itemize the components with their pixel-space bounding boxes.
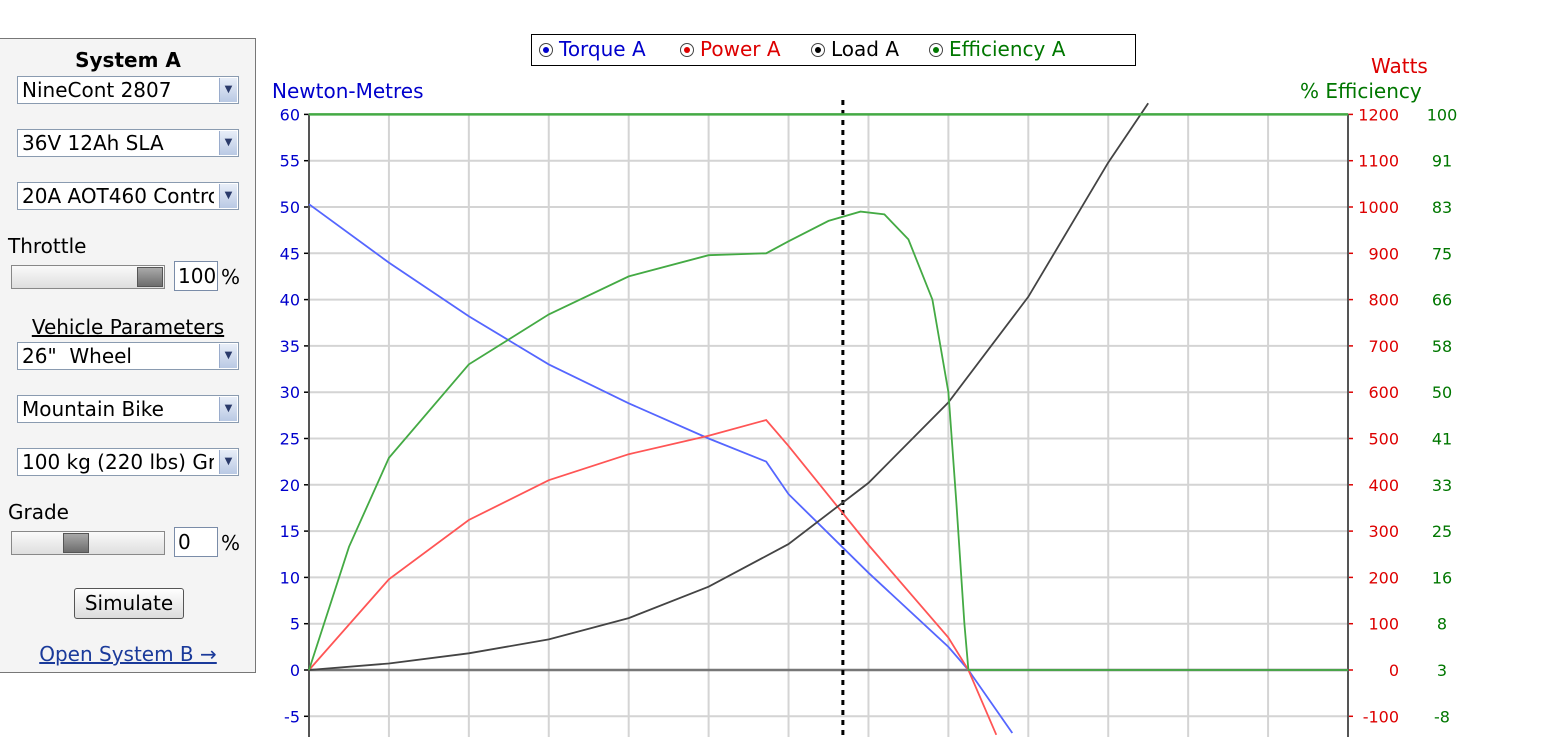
load-line bbox=[308, 102, 1149, 671]
controller-select[interactable]: 20A AOT460 Controller ▼ bbox=[17, 182, 239, 210]
y-left-tick-label: 20 bbox=[280, 476, 300, 495]
wheel-select-value: 26" Wheel bbox=[22, 344, 132, 368]
y-left-tick-label: -5 bbox=[284, 707, 300, 726]
grade-input[interactable]: 0 bbox=[174, 527, 218, 557]
legend-item-load[interactable]: Load A bbox=[811, 37, 899, 61]
weight-select-value: 100 kg (220 lbs) Gross bbox=[22, 450, 214, 474]
y-right-efficiency-tick-label: -8 bbox=[1434, 707, 1450, 726]
power-line bbox=[308, 418, 998, 736]
y-left-tick-label: 50 bbox=[280, 198, 300, 217]
motor-select[interactable]: NineCont 2807 ▼ bbox=[17, 76, 239, 104]
vehicle-parameters-heading: Vehicle Parameters bbox=[31, 315, 225, 339]
y-right-watts-tick-label: 300 bbox=[1368, 522, 1399, 541]
grade-label: Grade bbox=[8, 500, 69, 524]
y-right-efficiency-tick-label: 83 bbox=[1432, 198, 1452, 217]
battery-select[interactable]: 36V 12Ah SLA ▼ bbox=[17, 129, 239, 157]
y-left-tick-label: 55 bbox=[280, 152, 300, 171]
throttle-percent-sign: % bbox=[221, 265, 241, 289]
y-right-efficiency-tick-label: 58 bbox=[1432, 337, 1452, 356]
y-right-watts-tick-label: 900 bbox=[1368, 244, 1399, 263]
y-right-efficiency-tick-label: 8 bbox=[1437, 615, 1447, 634]
radio-icon[interactable] bbox=[539, 43, 553, 57]
chevron-down-icon[interactable]: ▼ bbox=[219, 344, 237, 368]
efficiency-line bbox=[308, 210, 1348, 671]
y-right-efficiency-tick-label: 50 bbox=[1432, 383, 1452, 402]
y-left-tick-label: 30 bbox=[280, 383, 300, 402]
y-right-watts-tick-label: 100 bbox=[1368, 615, 1399, 634]
y-right-watts-tick-label: 0 bbox=[1389, 661, 1399, 680]
y-right-watts-tick-label: 1200 bbox=[1358, 105, 1399, 124]
vehicle-select-value: Mountain Bike bbox=[22, 397, 164, 421]
chart-legend: Torque A Power A Load A Efficiency A bbox=[531, 34, 1136, 66]
y-right-efficiency-tick-label: 66 bbox=[1432, 291, 1452, 310]
legend-label-torque: Torque A bbox=[559, 37, 646, 61]
y-right-watts-label: Watts bbox=[1371, 54, 1428, 78]
y-right-efficiency-tick-label: 3 bbox=[1437, 661, 1447, 680]
y-left-tick-label: 15 bbox=[280, 522, 300, 541]
panel-title: System A bbox=[75, 48, 181, 72]
radio-icon[interactable] bbox=[680, 43, 694, 57]
radio-icon[interactable] bbox=[811, 43, 825, 57]
throttle-label: Throttle bbox=[8, 234, 87, 258]
y-right-efficiency-tick-label: 16 bbox=[1432, 568, 1452, 587]
y-left-tick-label: 45 bbox=[280, 244, 300, 263]
y-left-tick-label: 60 bbox=[280, 105, 300, 124]
legend-label-load: Load A bbox=[831, 37, 900, 61]
open-system-b-link[interactable]: Open System B → bbox=[39, 642, 217, 666]
system-a-panel: System A NineCont 2807 ▼ 36V 12Ah SLA ▼ … bbox=[0, 38, 256, 673]
y-right-watts-tick-label: 600 bbox=[1368, 383, 1399, 402]
weight-select[interactable]: 100 kg (220 lbs) Gross ▼ bbox=[17, 448, 239, 476]
y-right-watts-tick-label: 1000 bbox=[1358, 198, 1399, 217]
y-right-watts-tick-label: 400 bbox=[1368, 476, 1399, 495]
y-left-tick-label: 10 bbox=[280, 568, 300, 587]
grade-percent-sign: % bbox=[221, 531, 241, 555]
y-right-watts-tick-label: -100 bbox=[1363, 707, 1399, 726]
legend-item-torque[interactable]: Torque A bbox=[539, 37, 646, 61]
y-left-tick-label: 0 bbox=[290, 661, 300, 680]
y-right-watts-tick-label: 1100 bbox=[1358, 152, 1399, 171]
chevron-down-icon[interactable]: ▼ bbox=[219, 131, 237, 155]
y-right-efficiency-label: % Efficiency bbox=[1300, 79, 1422, 103]
grade-slider-thumb[interactable] bbox=[62, 533, 89, 553]
grade-slider[interactable] bbox=[11, 531, 165, 555]
simulate-button[interactable]: Simulate bbox=[74, 588, 184, 619]
y-left-tick-label: 5 bbox=[290, 615, 300, 634]
chevron-down-icon[interactable]: ▼ bbox=[219, 397, 237, 421]
chevron-down-icon[interactable]: ▼ bbox=[219, 450, 237, 474]
y-left-tick-label: 40 bbox=[280, 291, 300, 310]
vehicle-select[interactable]: Mountain Bike ▼ bbox=[17, 395, 239, 423]
wheel-select[interactable]: 26" Wheel ▼ bbox=[17, 342, 239, 370]
legend-label-efficiency: Efficiency A bbox=[949, 37, 1066, 61]
y-right-efficiency-tick-label: 100 bbox=[1427, 105, 1458, 124]
y-right-watts-tick-label: 200 bbox=[1368, 568, 1399, 587]
y-right-watts-tick-label: 700 bbox=[1368, 337, 1399, 356]
chevron-down-icon[interactable]: ▼ bbox=[219, 78, 237, 102]
y-right-efficiency-tick-label: 25 bbox=[1432, 522, 1452, 541]
y-left-axis-label: Newton-Metres bbox=[272, 79, 424, 103]
controller-select-value: 20A AOT460 Controller bbox=[22, 184, 214, 208]
chevron-down-icon[interactable]: ▼ bbox=[219, 184, 237, 208]
y-right-watts-tick-label: 800 bbox=[1368, 291, 1399, 310]
motor-select-value: NineCont 2807 bbox=[22, 78, 172, 102]
legend-item-efficiency[interactable]: Efficiency A bbox=[929, 37, 1065, 61]
throttle-slider[interactable] bbox=[11, 265, 165, 289]
y-left-tick-label: 35 bbox=[280, 337, 300, 356]
y-right-watts-tick-label: 500 bbox=[1368, 430, 1399, 449]
throttle-input[interactable]: 100 bbox=[174, 261, 218, 291]
y-right-efficiency-tick-label: 75 bbox=[1432, 244, 1452, 263]
y-left-tick-label: 25 bbox=[280, 430, 300, 449]
throttle-slider-thumb[interactable] bbox=[137, 267, 163, 287]
y-right-efficiency-tick-label: 91 bbox=[1432, 152, 1452, 171]
legend-item-power[interactable]: Power A bbox=[680, 37, 781, 61]
y-right-efficiency-tick-label: 33 bbox=[1432, 476, 1452, 495]
legend-label-power: Power A bbox=[700, 37, 781, 61]
radio-icon[interactable] bbox=[929, 43, 943, 57]
battery-select-value: 36V 12Ah SLA bbox=[22, 131, 164, 155]
torque-line bbox=[308, 203, 1014, 734]
y-right-efficiency-tick-label: 41 bbox=[1432, 430, 1452, 449]
